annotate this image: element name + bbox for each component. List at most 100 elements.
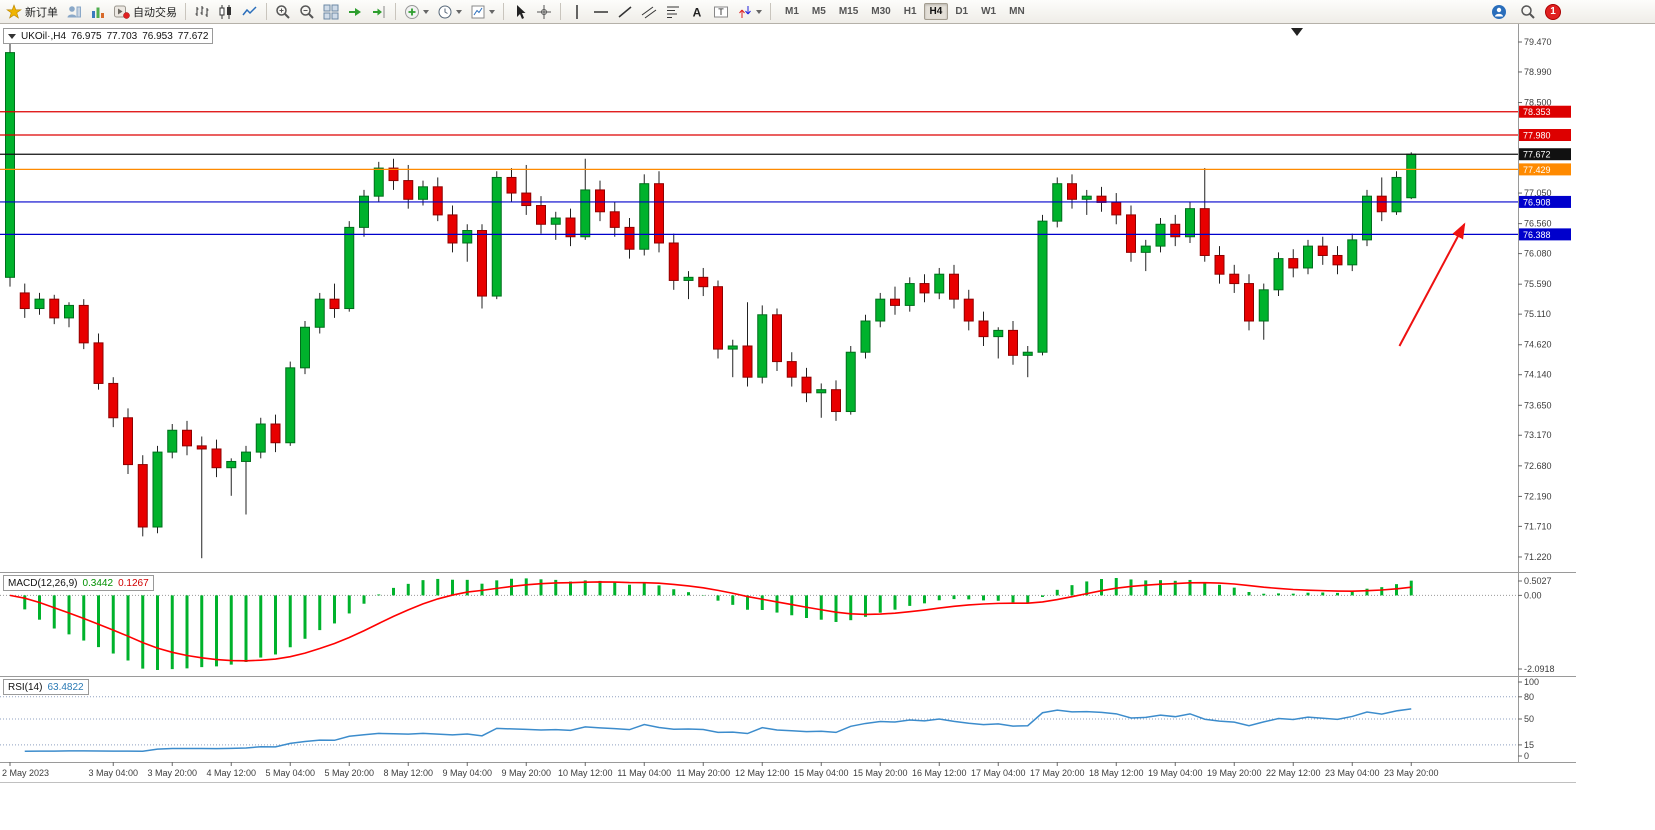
timeframe-w1-button[interactable]: W1 [981,6,997,17]
macd-main-value: 0.3442 [82,577,114,589]
ohlc-open: 76.975 [71,30,102,42]
timeframe-mn-button[interactable]: MN [1009,6,1025,17]
toolbar-tiles-button[interactable] [319,1,343,23]
toolbar-vline-button[interactable] [565,1,589,23]
toolbar-zoom-out-button[interactable] [295,1,319,23]
svg-text:8 May 12:00: 8 May 12:00 [383,768,433,778]
svg-text:76.560: 76.560 [1524,219,1552,229]
trend-arrow-annotation[interactable] [1398,222,1466,347]
chevron-down-icon [423,9,429,14]
svg-text:18 May 12:00: 18 May 12:00 [1089,768,1144,778]
timeframe-h1-button[interactable]: H1 [903,6,917,17]
toolbar-candles-button[interactable] [214,1,238,23]
timeframe-h4-button[interactable]: H4 [923,3,949,20]
symbol-ohlc-label[interactable]: UKOil·,H4 76.975 77.703 76.953 77.672 [3,28,214,44]
svg-text:3 May 20:00: 3 May 20:00 [147,768,197,778]
time-axis[interactable]: 2 May 2023 3 May 04:00 3 May 20:00 4 May 12… [2,762,1439,778]
toolbar-cursor-button[interactable] [508,1,532,23]
price-badge [1519,148,1571,161]
price-line-76.908[interactable]: 76.908 [0,195,1571,208]
toolbar-crosshair-button[interactable] [532,1,556,23]
toolbar-right-group: 1 [1487,1,1561,23]
svg-text:3 May 04:00: 3 May 04:00 [88,768,138,778]
svg-text:0.5027: 0.5027 [1524,576,1552,586]
timeframe-m5-button[interactable]: M5 [811,6,826,17]
zoom-in-icon [276,4,290,19]
toolbar-hline-button[interactable] [589,1,613,23]
toolbar-text-button[interactable]: A [685,1,709,23]
toolbar-separator [560,3,561,20]
macd-indicator-label[interactable]: MACD(12,26,9) 0.3442 0.1267 [3,575,154,591]
price-scale[interactable]: 79.470 78.990 78.500 77.050 76.560 76.080 75.5… [1518,37,1552,562]
svg-text:11 May 04:00: 11 May 04:00 [617,768,671,778]
candles-icon [219,4,231,19]
candlestick-series [5,42,1417,559]
svg-text:78.353: 78.353 [1523,107,1551,117]
toolbar-fibonacci-button[interactable] [661,1,685,23]
rsi-name: RSI(14) [8,681,43,693]
toolbar-periods-button[interactable] [433,1,466,23]
svg-text:15: 15 [1524,740,1534,750]
svg-text:9 May 04:00: 9 May 04:00 [442,768,492,778]
timeframe-m1-button[interactable]: M1 [785,6,799,17]
svg-text:5 May 04:00: 5 May 04:00 [265,768,315,778]
chart-canvas[interactable]: 79.470 78.990 78.500 77.050 76.560 76.080 75.5… [0,24,1655,830]
templates-icon [471,5,485,18]
svg-text:72.680: 72.680 [1524,461,1552,471]
arrows-icon [739,5,751,18]
timeframe-m15-button[interactable]: M15 [838,6,859,17]
toolbar-market-watch-button[interactable] [86,1,110,23]
toolbar-new-order-button[interactable]: 新订单 [2,1,62,23]
price-line-77.672[interactable]: 77.672 [0,148,1571,161]
market-watch-icon [92,7,104,18]
periods-icon [438,5,452,18]
svg-text:0: 0 [1524,751,1529,761]
symbol-dropdown-icon[interactable] [8,33,16,39]
svg-text:72.190: 72.190 [1524,491,1552,501]
crosshair-icon [537,4,551,19]
toolbar-templates-button[interactable] [466,1,499,23]
price-line-76.388[interactable]: 76.388 [0,228,1571,241]
toolbar-bar-chart-button[interactable] [190,1,214,23]
toolbar-search-button[interactable] [1516,1,1540,23]
timeframe-m30-button[interactable]: M30 [871,6,891,17]
svg-text:77.050: 77.050 [1524,188,1552,198]
svg-text:75.110: 75.110 [1524,309,1551,319]
svg-text:22 May 12:00: 22 May 12:00 [1266,768,1321,778]
toolbar-line-chart-button[interactable] [238,1,262,23]
toolbar-trendline-button[interactable] [613,1,637,23]
symbol-name: UKOil·,H4 [21,30,67,42]
chevron-down-icon [456,9,462,14]
svg-text:T: T [718,7,724,17]
svg-text:74.620: 74.620 [1524,340,1552,350]
channel-icon [641,6,657,18]
rsi-value: 63.4822 [47,681,84,693]
toolbar-separator [503,3,504,20]
svg-text:17 May 20:00: 17 May 20:00 [1030,768,1085,778]
toolbar-channel-button[interactable] [637,1,661,23]
toolbar-profiles-button[interactable] [62,1,86,23]
chart-shift-marker[interactable] [1291,28,1303,36]
chart-area[interactable]: UKOil·,H4 76.975 77.703 76.953 77.672 MA… [0,24,1655,830]
price-line-77.980[interactable]: 77.980 [0,129,1571,142]
toolbar-zoom-in-button[interactable] [271,1,295,23]
toolbar-arrows-button[interactable] [733,1,766,23]
notification-badge[interactable]: 1 [1545,3,1561,20]
price-line-78.353[interactable]: 78.353 [0,105,1571,118]
toolbar-autotrading-button[interactable]: 自动交易 [110,1,181,23]
macd-signal-value: 0.1267 [118,577,149,589]
toolbar-text-label-button[interactable]: T [709,1,733,23]
vline-icon [576,4,578,19]
toolbar-scroll-end-button[interactable] [343,1,367,23]
toolbar-indicators-button[interactable] [400,1,433,23]
price-badge [1519,105,1571,118]
rsi-indicator-label[interactable]: RSI(14) 63.4822 [3,679,89,695]
price-line-77.429[interactable]: 77.429 [0,163,1571,176]
svg-text:17 May 04:00: 17 May 04:00 [971,768,1026,778]
ohlc-close: 77.672 [177,30,209,42]
timeframe-d1-button[interactable]: D1 [955,6,969,17]
toolbar-community-button[interactable] [1487,1,1511,23]
panel-borders [0,24,1576,783]
svg-text:80: 80 [1524,692,1534,702]
toolbar-chart-shift-button[interactable] [367,1,391,23]
